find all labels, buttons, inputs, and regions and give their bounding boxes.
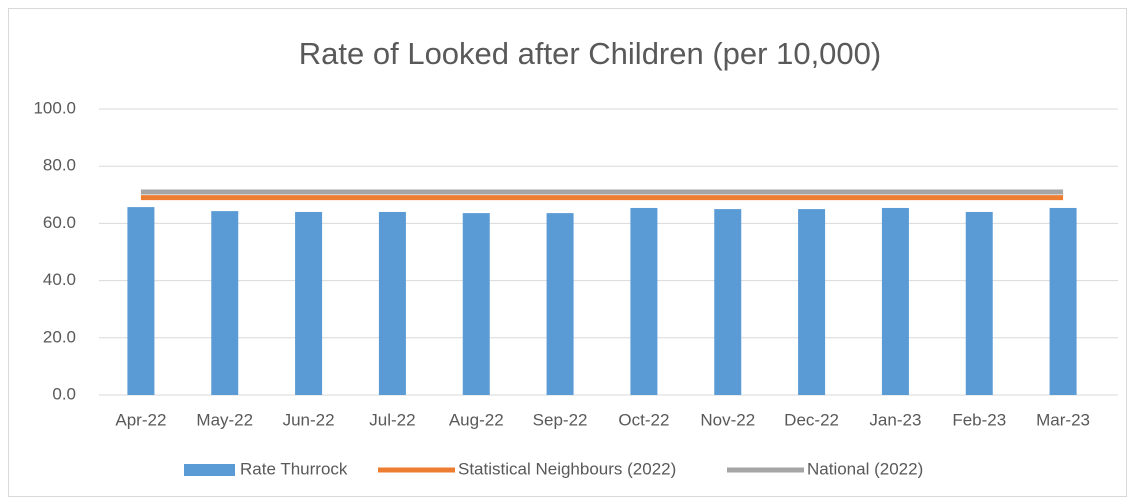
y-tick-label: 0.0 (52, 384, 76, 403)
x-tick-label: Jan-23 (869, 410, 921, 429)
y-tick-label: 40.0 (43, 270, 76, 289)
bar (546, 213, 574, 395)
x-tick-label: Sep-22 (533, 410, 588, 429)
bar (1049, 207, 1077, 395)
legend-swatch (184, 464, 235, 476)
x-tick-label: Aug-22 (449, 410, 504, 429)
bar (630, 207, 658, 395)
bar (462, 213, 490, 395)
chart-title: Rate of Looked after Children (per 10,00… (299, 36, 881, 71)
bar (378, 211, 406, 395)
x-tick-label: Oct-22 (618, 410, 669, 429)
bar (965, 211, 993, 395)
x-tick-label: Nov-22 (700, 410, 755, 429)
x-tick-label: May-22 (196, 410, 253, 429)
legend-label: National (2022) (807, 459, 923, 478)
bar (211, 211, 239, 395)
x-tick-label: Dec-22 (784, 410, 839, 429)
legend-label: Statistical Neighbours (2022) (458, 459, 676, 478)
bar (295, 211, 323, 395)
y-tick-label: 20.0 (43, 327, 76, 346)
bar (714, 209, 742, 395)
x-tick-label: Jul-22 (369, 410, 415, 429)
x-tick-label: Jun-22 (283, 410, 335, 429)
x-tick-label: Apr-22 (115, 410, 166, 429)
x-tick-label: Feb-23 (952, 410, 1006, 429)
legend-label: Rate Thurrock (240, 459, 348, 478)
y-tick-label: 100.0 (33, 98, 76, 117)
x-tick-label: Mar-23 (1036, 410, 1090, 429)
y-tick-label: 60.0 (43, 213, 76, 232)
bar (881, 207, 909, 395)
bar (798, 209, 826, 395)
bar (127, 207, 155, 395)
y-tick-label: 80.0 (43, 156, 76, 175)
